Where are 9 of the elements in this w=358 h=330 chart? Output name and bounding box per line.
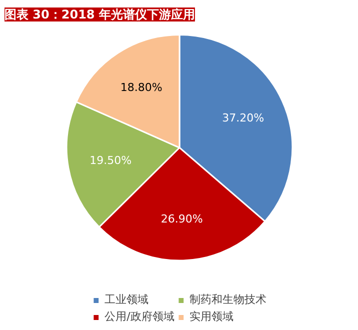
data-label: 19.50% [90, 154, 132, 168]
data-label: 26.90% [160, 212, 203, 226]
legend-label: 制药和生物技术 [189, 292, 266, 307]
chart-title: 图表 30：2018 年光谱仪下游应用 [4, 8, 195, 22]
legend-label: 工业领域 [104, 292, 149, 307]
legend-label: 实用领域 [189, 309, 234, 324]
data-label: 18.80% [120, 81, 162, 94]
data-label: 37.20% [222, 111, 264, 124]
legend-label: 公用/政府领域 [104, 309, 174, 324]
